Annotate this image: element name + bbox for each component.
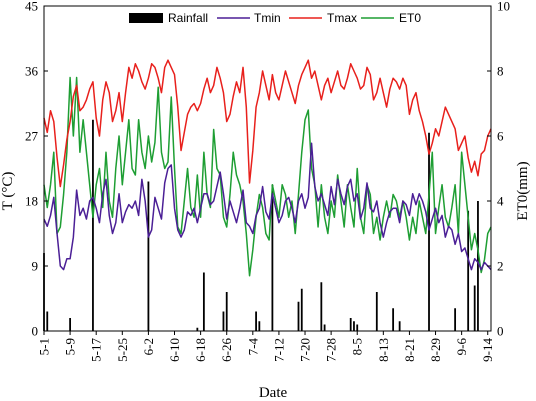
legend-label-tmin: Tmin bbox=[254, 11, 281, 25]
rainfall-bar bbox=[196, 327, 199, 331]
x-tick-label: 9-14 bbox=[480, 338, 495, 362]
y-right-tick-label: 10 bbox=[497, 0, 510, 14]
legend: Rainfall Tmin Tmax ET0 bbox=[129, 11, 421, 25]
x-tick-label: 8-21 bbox=[402, 338, 417, 362]
x-tick-label: 8-13 bbox=[376, 338, 391, 362]
x-tick-label: 7-28 bbox=[324, 338, 339, 362]
et0-line bbox=[43, 76, 492, 277]
plot-frame bbox=[43, 5, 492, 332]
y-right-tick-label: 2 bbox=[497, 259, 504, 274]
x-tick-label: 8-29 bbox=[428, 338, 443, 362]
rainfall-bar bbox=[46, 311, 49, 331]
y-left-tick-label: 18 bbox=[25, 194, 38, 209]
x-tick-label: 5-25 bbox=[115, 338, 130, 362]
rainfall-bar bbox=[392, 308, 395, 331]
rainfall-bar bbox=[356, 324, 359, 331]
rainfall-bar bbox=[375, 292, 378, 331]
rainfall-bar bbox=[454, 308, 457, 331]
rainfall-bar bbox=[92, 119, 94, 331]
rainfall-bar bbox=[353, 321, 355, 331]
rainfall-bar bbox=[147, 181, 150, 331]
y-right-tick-label: 8 bbox=[497, 64, 504, 79]
legend-label-tmax: Tmax bbox=[327, 11, 357, 25]
rainfall-bar bbox=[202, 272, 205, 331]
legend-label-rainfall: Rainfall bbox=[168, 11, 208, 25]
legend-swatch-rainfall bbox=[129, 13, 163, 23]
x-tick-label: 5-1 bbox=[37, 338, 52, 355]
series-lines bbox=[43, 59, 492, 277]
x-tick-label: 6-26 bbox=[219, 338, 234, 362]
axis-ticks: 0 9 18 27 36 45 0 2 4 6 8 10 5-1 5-9 5-17 5-25 6-2 6-10 6-… bbox=[25, 0, 510, 362]
x-tick-label: 7-12 bbox=[271, 338, 286, 362]
x-tick-label: 7-4 bbox=[245, 338, 260, 356]
rainfall-bar bbox=[222, 311, 225, 331]
rainfall-bar bbox=[225, 292, 228, 331]
tmax-line bbox=[43, 59, 492, 188]
x-tick-label: 5-9 bbox=[63, 338, 78, 355]
y-axis-right-title: ET0(mm) bbox=[515, 161, 531, 220]
y-left-tick-label: 27 bbox=[25, 129, 39, 144]
rainfall-bars bbox=[43, 119, 479, 331]
rainfall-bar bbox=[398, 321, 401, 331]
x-tick-label: 9-6 bbox=[454, 338, 469, 356]
rainfall-bar bbox=[320, 282, 323, 331]
rainfall-bar bbox=[255, 311, 257, 331]
x-tick-label: 8-5 bbox=[350, 338, 365, 355]
y-left-tick-label: 0 bbox=[32, 324, 39, 339]
rainfall-bar bbox=[477, 201, 479, 331]
x-axis-title: Date bbox=[259, 385, 288, 401]
y-right-tick-label: 6 bbox=[497, 129, 504, 144]
x-tick-label: 6-10 bbox=[167, 338, 182, 362]
rainfall-bar bbox=[349, 318, 352, 331]
x-tick-label: 5-17 bbox=[89, 338, 104, 362]
x-tick-label: 6-18 bbox=[193, 338, 208, 362]
rainfall-bar bbox=[297, 301, 300, 331]
rainfall-bar bbox=[467, 210, 470, 331]
x-tick-label: 7-20 bbox=[298, 338, 313, 362]
tmin-line bbox=[43, 142, 492, 271]
rainfall-bar bbox=[300, 288, 303, 331]
rainfall-bar bbox=[473, 285, 476, 331]
y-right-tick-label: 0 bbox=[497, 324, 504, 339]
y-left-tick-label: 36 bbox=[25, 64, 39, 79]
y-axis-left-title: T (°C) bbox=[0, 172, 16, 211]
x-tick-label: 6-2 bbox=[141, 338, 156, 355]
y-left-tick-label: 45 bbox=[25, 0, 38, 14]
rainfall-bar bbox=[428, 132, 430, 331]
rainfall-bar bbox=[323, 324, 326, 331]
y-right-tick-label: 4 bbox=[497, 194, 504, 209]
y-left-tick-label: 9 bbox=[32, 259, 39, 274]
legend-label-et0: ET0 bbox=[399, 11, 421, 25]
rainfall-bar bbox=[69, 318, 72, 331]
rainfall-bar bbox=[271, 184, 274, 331]
rainfall-bar bbox=[258, 321, 261, 331]
